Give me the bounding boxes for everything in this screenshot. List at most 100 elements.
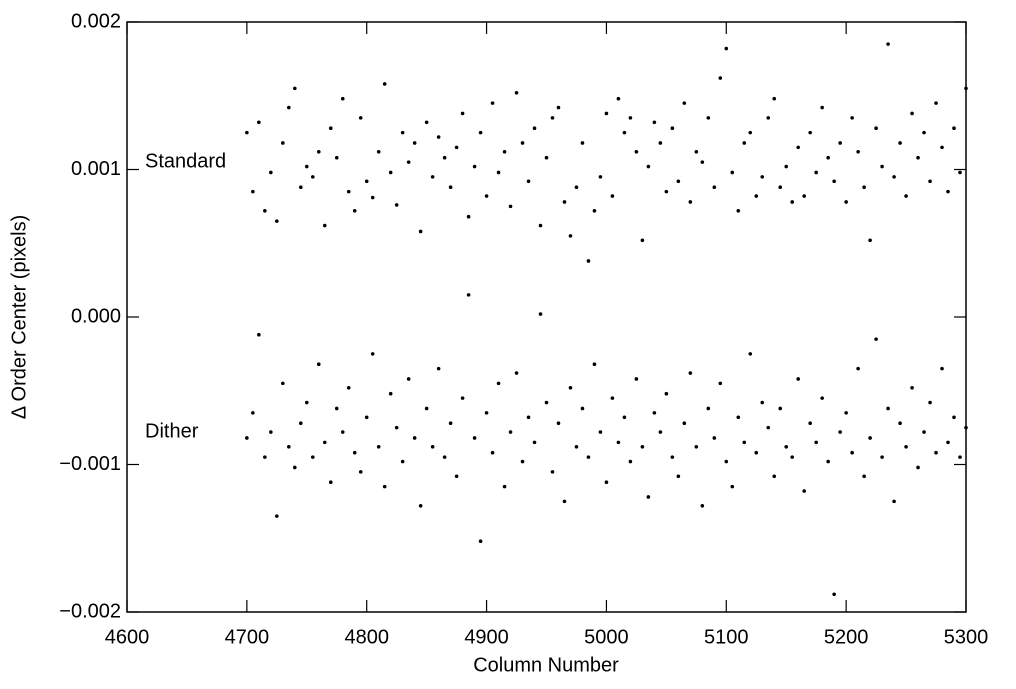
point xyxy=(532,440,537,445)
point xyxy=(862,185,866,189)
point xyxy=(502,150,507,154)
point xyxy=(874,126,878,130)
point xyxy=(376,445,381,449)
point xyxy=(640,445,645,449)
point xyxy=(592,209,597,213)
point xyxy=(484,194,489,198)
point xyxy=(934,450,938,455)
point xyxy=(766,116,771,120)
point xyxy=(736,209,741,213)
point xyxy=(898,141,902,145)
point xyxy=(287,105,291,110)
point xyxy=(802,489,806,493)
point xyxy=(892,175,896,179)
point xyxy=(436,135,441,139)
x-tick-label: 4900 xyxy=(464,626,509,648)
point xyxy=(382,82,387,86)
point xyxy=(868,238,872,243)
point xyxy=(814,440,818,445)
point xyxy=(622,130,627,135)
point xyxy=(604,480,609,485)
point xyxy=(880,164,884,169)
point xyxy=(340,430,345,434)
x-axis-label: Column Number xyxy=(473,654,619,676)
point xyxy=(904,445,908,449)
point xyxy=(628,459,633,464)
point xyxy=(526,415,531,420)
point xyxy=(634,377,639,381)
point xyxy=(322,223,327,228)
point xyxy=(358,470,363,474)
point xyxy=(466,293,471,297)
point xyxy=(676,179,681,184)
point xyxy=(352,209,357,213)
point xyxy=(922,430,926,434)
point xyxy=(586,455,591,459)
point xyxy=(532,126,537,130)
point xyxy=(802,194,806,198)
point xyxy=(316,150,321,154)
point xyxy=(544,155,549,160)
point xyxy=(826,155,830,160)
point xyxy=(257,120,261,125)
x-tick-label: 4600 xyxy=(105,626,150,648)
point xyxy=(694,150,699,154)
y-tick-label: −0.002 xyxy=(59,600,121,622)
point xyxy=(922,130,926,135)
point xyxy=(514,371,519,375)
point xyxy=(550,116,555,120)
point xyxy=(880,455,884,459)
point xyxy=(712,185,717,189)
point xyxy=(328,126,333,130)
point xyxy=(322,440,327,445)
point xyxy=(736,415,741,420)
point xyxy=(724,459,729,464)
point xyxy=(346,386,351,390)
point xyxy=(275,514,279,518)
point xyxy=(784,445,789,449)
point xyxy=(574,185,579,189)
point xyxy=(281,141,285,145)
point xyxy=(251,411,255,415)
point xyxy=(838,141,842,145)
point xyxy=(281,381,285,386)
y-axis-label: Δ Order Center (pixels) xyxy=(8,215,30,420)
y-tick-label: 0.001 xyxy=(71,158,121,180)
point xyxy=(658,430,663,434)
point xyxy=(952,415,956,420)
point xyxy=(394,203,399,207)
point xyxy=(580,141,585,145)
point xyxy=(604,111,609,116)
point xyxy=(310,175,315,179)
point xyxy=(766,425,771,430)
point xyxy=(958,455,962,459)
point xyxy=(910,111,914,116)
point xyxy=(934,101,938,105)
point xyxy=(724,46,729,51)
annotation: Standard xyxy=(145,150,226,172)
point xyxy=(364,415,369,420)
y-tick-label: −0.001 xyxy=(59,453,121,475)
point xyxy=(526,179,531,184)
point xyxy=(460,111,465,116)
point xyxy=(640,238,645,243)
point xyxy=(844,411,848,415)
point xyxy=(304,164,309,169)
point xyxy=(820,396,824,400)
point xyxy=(514,91,519,95)
point xyxy=(832,179,836,184)
point xyxy=(688,371,693,375)
point xyxy=(424,406,429,411)
point xyxy=(658,141,663,145)
point xyxy=(754,194,759,198)
point xyxy=(293,465,297,470)
point xyxy=(940,366,944,371)
point xyxy=(790,200,795,204)
point xyxy=(568,234,573,238)
point xyxy=(382,484,387,489)
point xyxy=(850,116,854,120)
point xyxy=(862,474,866,479)
point xyxy=(298,185,303,189)
point xyxy=(334,155,339,160)
